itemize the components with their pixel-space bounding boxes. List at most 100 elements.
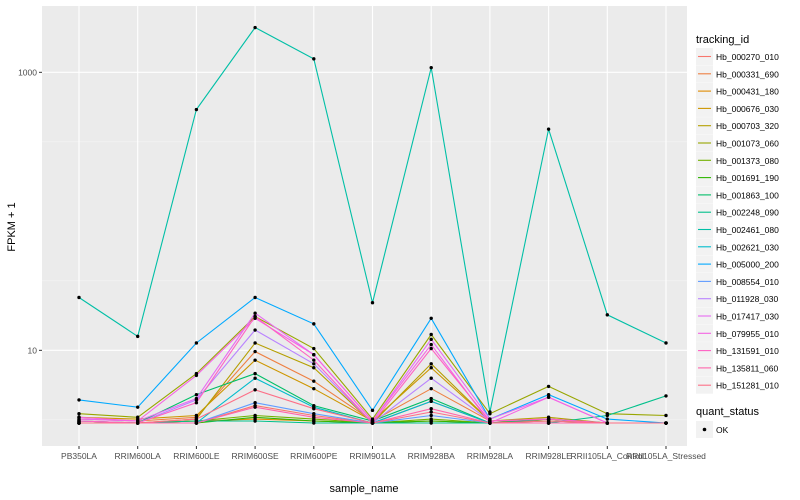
data-point <box>312 407 316 411</box>
legend-label: OK <box>716 425 729 435</box>
legend-item: Hb_005000_200 <box>696 255 779 273</box>
data-point <box>429 376 433 380</box>
color-legend-title: tracking_id <box>696 34 749 46</box>
data-point <box>546 392 551 397</box>
x-tick-label: RRIM600LE <box>173 451 220 461</box>
data-point <box>253 376 257 380</box>
data-point <box>77 295 81 300</box>
legend-item: Hb_002461_080 <box>696 221 779 238</box>
data-point <box>664 421 668 425</box>
x-tick-label: RRIM928LA <box>467 451 514 461</box>
data-point <box>194 341 199 345</box>
data-point <box>253 25 257 30</box>
data-point <box>546 384 551 389</box>
y-tick-labels: 10 1000 <box>18 67 37 355</box>
legend-label: Hb_008554_010 <box>716 277 779 287</box>
x-tick-label: RRIM928BA <box>408 451 456 461</box>
y-tick-label: 10 <box>28 345 38 355</box>
data-point <box>312 57 316 61</box>
legend-item: Hb_002621_030 <box>696 238 779 256</box>
data-point <box>605 421 609 425</box>
data-point <box>136 334 140 339</box>
data-point <box>77 421 81 425</box>
x-tick-labels: PB350LA RRIM600LA RRIM600LE RRIM600SE RRIM60… <box>61 451 706 461</box>
data-point <box>136 421 140 425</box>
data-point <box>312 362 316 366</box>
legend-item: Hb_017417_030 <box>696 307 779 325</box>
legend-item: Hb_000676_030 <box>696 99 779 117</box>
data-point <box>605 413 609 418</box>
legend-label: Hb_000676_030 <box>716 104 779 114</box>
legend-item: Hb_000703_320 <box>696 117 779 135</box>
data-point <box>312 346 316 351</box>
data-point <box>429 346 433 351</box>
data-point <box>429 410 433 414</box>
axis-ticks <box>39 71 667 449</box>
data-point <box>429 332 433 337</box>
data-point <box>429 365 433 370</box>
x-tick-label: RRIM901LA <box>349 451 396 461</box>
data-point <box>605 313 609 317</box>
data-point <box>429 386 433 391</box>
data-point <box>194 413 199 418</box>
legend-item: Hb_002248_090 <box>696 203 779 221</box>
legend-label: Hb_002461_080 <box>716 225 779 235</box>
data-point <box>429 337 433 342</box>
legend-label: Hb_000703_320 <box>716 121 779 131</box>
data-point <box>370 301 375 305</box>
data-point <box>312 379 316 383</box>
data-point <box>605 417 609 421</box>
data-point <box>253 328 257 332</box>
data-point <box>429 396 433 401</box>
legend-label: Hb_005000_200 <box>716 260 779 270</box>
shape-legend-title: quant_status <box>696 406 759 418</box>
data-point <box>664 394 668 398</box>
legend-label: Hb_017417_030 <box>716 312 779 322</box>
data-point <box>77 398 81 402</box>
shape-legend-entries: OK <box>696 421 729 438</box>
data-point <box>312 358 316 362</box>
data-point <box>312 421 316 425</box>
x-axis-title: sample_name <box>329 483 398 495</box>
legend-label: Hb_001691_190 <box>716 173 779 183</box>
data-point <box>194 417 199 421</box>
legend-label: Hb_151281_010 <box>716 381 779 391</box>
legend-label: Hb_079955_010 <box>716 329 779 339</box>
data-point <box>253 405 257 409</box>
legend-item: Hb_011928_030 <box>696 290 779 308</box>
x-tick-label: RRIM600PE <box>290 451 338 461</box>
data-point <box>253 314 257 319</box>
x-tick-label: RRIM600SE <box>231 451 279 461</box>
data-point <box>194 373 199 378</box>
data-point <box>429 342 433 347</box>
legend-item: Hb_079955_010 <box>696 324 779 342</box>
data-point <box>546 127 551 131</box>
data-point <box>253 349 257 354</box>
legend-key-point <box>702 427 707 432</box>
data-point <box>546 419 551 423</box>
x-tick-label: RRIM600LA <box>115 451 162 461</box>
data-points <box>77 25 668 425</box>
data-point <box>194 396 199 401</box>
data-point <box>136 415 140 419</box>
legend-item: Hb_000270_010 <box>696 48 779 65</box>
legend-label: Hb_001073_060 <box>716 139 779 149</box>
data-point <box>312 322 316 326</box>
legend-item: Hb_131591_010 <box>696 342 779 360</box>
data-point <box>253 341 257 345</box>
legend-label: Hb_002621_030 <box>716 242 779 252</box>
data-point <box>253 401 257 405</box>
data-point <box>253 388 257 392</box>
data-point <box>370 408 375 413</box>
data-point <box>429 407 433 411</box>
legend-item: Hb_001373_080 <box>696 151 779 169</box>
color-legend-entries: Hb_000270_010 Hb_000331_690 Hb_000431_180 H… <box>696 48 779 394</box>
major-gridlines <box>42 6 687 446</box>
legend-label: Hb_001373_080 <box>716 156 779 166</box>
legend-label: Hb_000270_010 <box>716 52 779 62</box>
legend-label: Hb_001863_100 <box>716 190 779 200</box>
data-point <box>253 371 257 376</box>
data-point <box>253 415 257 419</box>
legend: tracking_id Hb_000270_010Hb_000331_690Hb… <box>696 34 779 438</box>
